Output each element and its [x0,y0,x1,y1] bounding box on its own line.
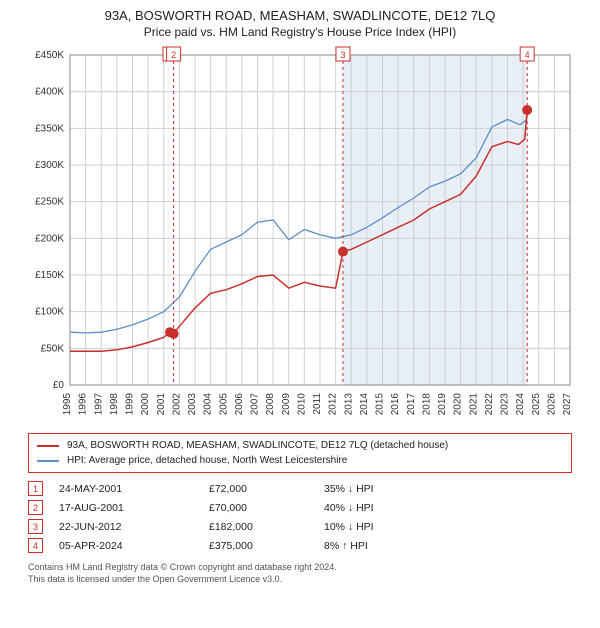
svg-text:2011: 2011 [312,393,323,415]
transaction-date: 17-AUG-2001 [59,502,209,514]
legend-swatch [37,460,59,462]
transaction-price: £72,000 [209,483,324,495]
svg-text:£450K: £450K [35,50,64,61]
footer-line-2: This data is licensed under the Open Gov… [28,573,572,585]
svg-text:£250K: £250K [35,197,64,208]
legend-label: HPI: Average price, detached house, Nort… [67,453,347,468]
transaction-date: 22-JUN-2012 [59,521,209,533]
legend-row: 93A, BOSWORTH ROAD, MEASHAM, SWADLINCOTE… [37,438,563,453]
svg-text:2008: 2008 [265,393,276,416]
svg-text:2025: 2025 [531,393,542,416]
svg-text:£350K: £350K [35,123,64,134]
transaction-date: 24-MAY-2001 [59,483,209,495]
transaction-vs-hpi: 8% ↑ HPI [324,540,414,552]
svg-text:2009: 2009 [281,393,292,416]
footer-line-1: Contains HM Land Registry data © Crown c… [28,561,572,573]
transaction-date: 05-APR-2024 [59,540,209,552]
svg-text:2015: 2015 [375,393,386,416]
transaction-price: £182,000 [209,521,324,533]
svg-text:£400K: £400K [35,87,64,98]
svg-text:2016: 2016 [390,393,401,416]
svg-text:2019: 2019 [437,393,448,416]
page-subtitle: Price paid vs. HM Land Registry's House … [0,25,600,39]
svg-text:3: 3 [340,50,345,60]
svg-text:2: 2 [171,50,176,60]
transaction-price: £375,000 [209,540,324,552]
transaction-index-badge: 4 [28,538,43,553]
svg-text:1998: 1998 [109,393,120,416]
transaction-row: 1 24-MAY-2001£72,00035% ↓ HPI [28,479,572,498]
transaction-vs-hpi: 35% ↓ HPI [324,483,414,495]
svg-text:2006: 2006 [234,393,245,416]
transactions-table: 1 24-MAY-2001£72,00035% ↓ HPI 2 17-AUG-2001… [28,479,572,555]
svg-text:£150K: £150K [35,270,64,281]
svg-text:£0: £0 [53,380,65,391]
svg-text:2003: 2003 [187,393,198,416]
svg-text:1995: 1995 [62,393,73,416]
svg-text:1996: 1996 [78,393,89,416]
svg-text:£200K: £200K [35,233,64,244]
svg-text:1997: 1997 [93,393,104,416]
svg-text:£50K: £50K [41,343,65,354]
svg-text:4: 4 [525,50,530,60]
svg-text:2004: 2004 [203,393,214,416]
price-chart: £0 £50K £100K £150K £200K £250K £300K £350K £400… [20,45,580,425]
svg-text:2026: 2026 [546,393,557,416]
svg-text:2014: 2014 [359,393,370,416]
transaction-vs-hpi: 10% ↓ HPI [324,521,414,533]
chart-legend: 93A, BOSWORTH ROAD, MEASHAM, SWADLINCOTE… [28,433,572,473]
transaction-price: £70,000 [209,502,324,514]
transaction-row: 3 22-JUN-2012£182,00010% ↓ HPI [28,517,572,536]
transaction-vs-hpi: 40% ↓ HPI [324,502,414,514]
footer-attribution: Contains HM Land Registry data © Crown c… [28,561,572,585]
svg-text:2001: 2001 [156,393,167,416]
svg-text:2005: 2005 [218,393,229,416]
transaction-index-badge: 1 [28,481,43,496]
transaction-row: 2 17-AUG-2001£70,00040% ↓ HPI [28,498,572,517]
transaction-index-badge: 2 [28,500,43,515]
svg-text:2000: 2000 [140,393,151,416]
svg-text:2024: 2024 [515,393,526,416]
legend-label: 93A, BOSWORTH ROAD, MEASHAM, SWADLINCOTE… [67,438,448,453]
svg-text:2021: 2021 [468,393,479,416]
transaction-row: 4 05-APR-2024£375,0008% ↑ HPI [28,536,572,555]
svg-text:2027: 2027 [562,393,573,416]
svg-text:2018: 2018 [421,393,432,416]
svg-text:2020: 2020 [453,393,464,416]
svg-text:2007: 2007 [250,393,261,416]
svg-text:2002: 2002 [171,393,182,416]
transaction-index-badge: 3 [28,519,43,534]
svg-text:2023: 2023 [500,393,511,416]
svg-text:2013: 2013 [343,393,354,416]
legend-row: HPI: Average price, detached house, Nort… [37,453,563,468]
svg-text:2017: 2017 [406,393,417,416]
svg-text:2022: 2022 [484,393,495,416]
page-title: 93A, BOSWORTH ROAD, MEASHAM, SWADLINCOTE… [0,8,600,23]
svg-text:£300K: £300K [35,160,64,171]
svg-text:1999: 1999 [125,393,136,416]
svg-text:2012: 2012 [328,393,339,416]
legend-swatch [37,445,59,447]
svg-text:2010: 2010 [296,393,307,416]
svg-text:£100K: £100K [35,307,64,318]
